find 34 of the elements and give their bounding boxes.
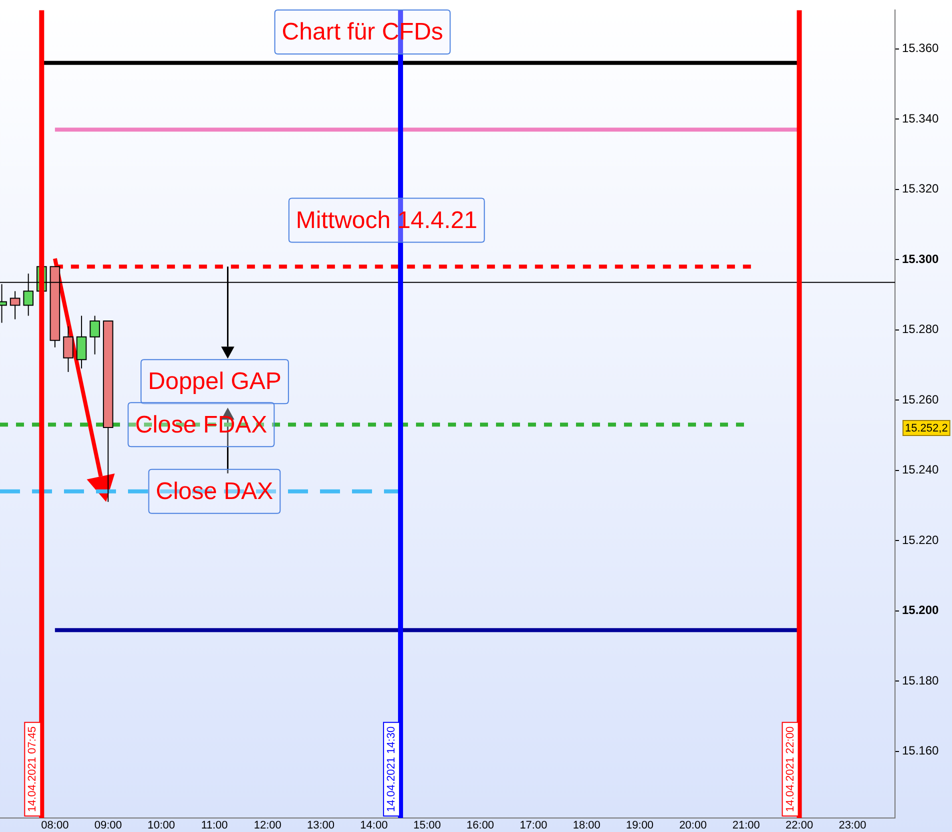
annotation: Doppel GAP (148, 368, 282, 396)
x-tick-label: 18:00 (572, 820, 600, 832)
annotation: Close DAX (156, 478, 274, 505)
y-tick-label: 15.180 (902, 673, 940, 688)
x-tick-label: 12:00 (254, 820, 282, 832)
ref-line-label: 14.04.2021 14:30 (386, 726, 398, 812)
x-tick-label: 19:00 (626, 820, 654, 832)
y-tick-label: 15.340 (902, 111, 940, 126)
x-tick-label: 17:00 (520, 820, 548, 832)
text: 15.252,2 (905, 422, 948, 434)
x-tick-label: 09:00 (94, 820, 122, 832)
y-tick-label: 15.360 (902, 41, 940, 56)
y-tick-label: 15.280 (902, 322, 940, 336)
x-tick-label: 10:00 (148, 820, 176, 832)
x-tick-label: 20:00 (679, 820, 707, 832)
x-tick-label: 21:00 (732, 820, 760, 832)
x-tick-label: 23:00 (838, 820, 866, 832)
x-tick-label: 08:00 (41, 820, 69, 832)
x-tick-label: 16:00 (466, 820, 494, 832)
y-tick-label: 15.220 (902, 532, 940, 547)
y-tick-label: 15.260 (902, 392, 940, 406)
y-tick-label: 15.300 (902, 252, 940, 266)
y-tick-label: 15.160 (902, 744, 940, 758)
x-tick-label: 11:00 (201, 820, 228, 832)
ref-line-label: 14.04.2021 07:45 (26, 726, 39, 812)
y-tick-label: 15.320 (902, 182, 940, 196)
x-tick-label: 13:00 (307, 820, 335, 832)
y-tick-label: 15.200 (902, 603, 940, 618)
x-tick-label: 15:00 (413, 820, 441, 832)
x-tick-label: 14:00 (360, 820, 388, 832)
annotation: Close FDAX (135, 411, 268, 438)
y-tick-label: 15.240 (902, 462, 940, 477)
x-tick-label: 22:00 (786, 820, 814, 832)
ref-line-label: 14.04.2021 22:00 (784, 726, 796, 812)
